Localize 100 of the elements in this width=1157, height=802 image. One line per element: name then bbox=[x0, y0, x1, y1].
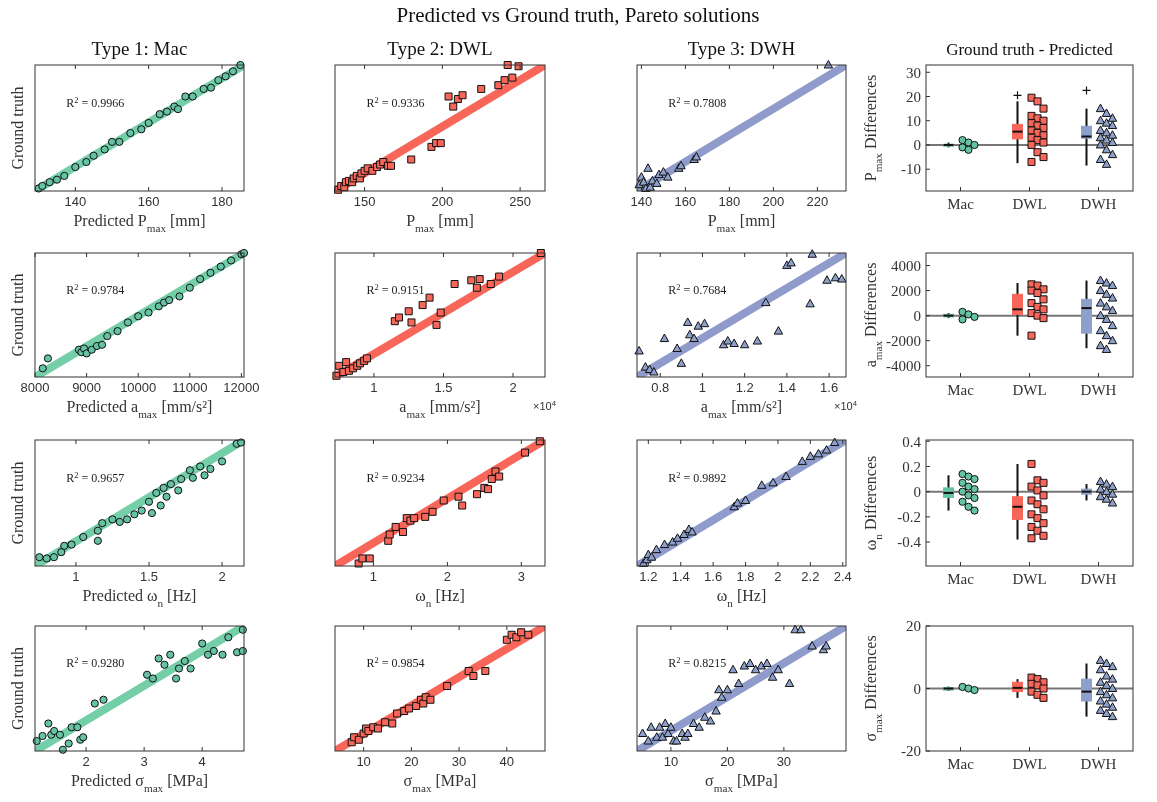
x-tick-label: 2 bbox=[82, 754, 90, 769]
chart-title: Type 1: Mac bbox=[91, 38, 188, 59]
y-tick-label: 2000 bbox=[891, 282, 921, 299]
x-tick-label: 2.4 bbox=[833, 569, 852, 584]
x-tick-label: 160 bbox=[674, 194, 697, 209]
x-tick-label: DWH bbox=[1080, 382, 1117, 398]
y-tick-label: 0.4 bbox=[902, 433, 922, 450]
x-tick-label: 200 bbox=[762, 194, 785, 209]
x-tick-label: 1.4 bbox=[777, 380, 796, 395]
x-tick-label: 1.6 bbox=[820, 380, 839, 395]
x-tick-label: 1 bbox=[72, 569, 80, 584]
x-tick-label: 2 bbox=[218, 569, 226, 584]
x-axis-title: ω$_{n}$ [Hz] bbox=[716, 587, 767, 609]
x-tick-label: DWH bbox=[1080, 756, 1117, 772]
x-tick-label: 250 bbox=[509, 194, 531, 209]
x-tick-label: 30 bbox=[776, 754, 792, 769]
x-tick-label: 2 bbox=[443, 569, 452, 584]
x-tick-label: 20 bbox=[404, 754, 419, 769]
x-tick-label: 3 bbox=[517, 569, 525, 584]
x-tick-label: 160 bbox=[137, 194, 160, 209]
text: Predicted vs Ground truth, Pareto solutions bbox=[396, 3, 760, 27]
x-tick-label: 2 bbox=[774, 569, 782, 584]
x-tick-label: 180 bbox=[718, 194, 741, 209]
y-tick-label: 4000 bbox=[891, 257, 921, 274]
y-tick-label: -20 bbox=[901, 743, 921, 760]
y-tick-label: -0.4 bbox=[897, 534, 922, 551]
x-tick-label: 1.8 bbox=[736, 569, 755, 584]
y-tick-label: 10 bbox=[906, 112, 921, 129]
y-tick-label: -2000 bbox=[886, 332, 921, 349]
y-tick-label: -0.2 bbox=[897, 509, 921, 526]
x-tick-label: 30 bbox=[451, 754, 467, 769]
x-tick-label: Mac bbox=[947, 756, 975, 772]
x-tick-label: 1.5 bbox=[434, 380, 453, 395]
x-tick-label: Mac bbox=[947, 196, 975, 212]
x-tick-label: DWH bbox=[1080, 196, 1117, 212]
y-axis-title: Ground truth bbox=[9, 646, 26, 731]
x-tick-label: 8000 bbox=[20, 380, 50, 395]
text: ×10$^{4}$ bbox=[533, 398, 557, 412]
y-axis-title: Ground truth bbox=[9, 461, 26, 545]
annotation: R$^{2}$ = 0.9234 bbox=[366, 470, 425, 485]
x-tick-label: 1 bbox=[369, 569, 378, 584]
chart-title: Ground truth - Predicted bbox=[946, 40, 1114, 59]
x-tick-label: 20 bbox=[720, 754, 735, 769]
x-tick-label: 40 bbox=[499, 754, 515, 769]
annotation: R$^{2}$ = 0.9784 bbox=[66, 282, 125, 297]
x-tick-label: 220 bbox=[806, 194, 829, 209]
x-axis-title: Predicted P$_{max}$ [mm] bbox=[73, 212, 206, 234]
x-tick-label: 1 bbox=[698, 380, 707, 395]
x-tick-label: 0.8 bbox=[651, 380, 670, 395]
x-axis-title: P$_{max}$ [mm] bbox=[406, 212, 474, 234]
y-tick-label: 0 bbox=[913, 137, 921, 154]
annotation: R$^{2}$ = 0.8215 bbox=[668, 655, 727, 671]
x-tick-label: 150 bbox=[353, 194, 376, 209]
x-tick-label: DWL bbox=[1012, 571, 1047, 587]
y-tick-label: 20 bbox=[906, 88, 921, 105]
x-axis-title: a$_{max}$ [mm/s²] bbox=[700, 398, 783, 420]
chart-title: Type 2: DWL bbox=[387, 38, 493, 59]
y-tick-label: 20 bbox=[906, 618, 921, 635]
x-tick-label: 12000 bbox=[223, 380, 260, 395]
x-tick-label: 3 bbox=[140, 754, 148, 769]
x-tick-label: 10000 bbox=[120, 380, 157, 395]
x-axis-title: σ$_{max}$ [MPa] bbox=[705, 772, 778, 794]
x-tick-label: DWH bbox=[1080, 571, 1117, 587]
y-axis-title: Ground truth bbox=[9, 273, 26, 357]
y-tick-label: -4000 bbox=[886, 357, 921, 374]
x-tick-label: 200 bbox=[431, 194, 454, 209]
x-tick-label: 10 bbox=[356, 754, 371, 769]
x-tick-label: 140 bbox=[64, 194, 87, 209]
x-tick-label: 2.2 bbox=[801, 569, 820, 584]
y-tick-label: 30 bbox=[906, 64, 921, 81]
x-tick-label: 1.2 bbox=[639, 569, 658, 584]
x-tick-label: 140 bbox=[630, 194, 653, 209]
x-tick-label: 180 bbox=[211, 194, 233, 209]
x-tick-label: 1 bbox=[370, 380, 378, 395]
x-tick-label: 4 bbox=[198, 754, 206, 769]
x-tick-label: DWL bbox=[1012, 196, 1047, 212]
annotation: R$^{2}$ = 0.7684 bbox=[668, 282, 727, 297]
x-tick-label: 2 bbox=[509, 380, 517, 395]
y-tick-label: 0.2 bbox=[902, 458, 921, 475]
x-axis-title: Predicted ω$_{n}$ [Hz] bbox=[82, 587, 197, 609]
y-tick-label: 0 bbox=[913, 483, 921, 500]
x-axis-title: Predicted σ$_{max}$ [MPa] bbox=[70, 772, 209, 794]
annotation: R$^{2}$ = 0.9892 bbox=[668, 470, 727, 485]
x-tick-label: 1.6 bbox=[704, 569, 723, 584]
annotation: R$^{2}$ = 0.7808 bbox=[668, 95, 727, 110]
x-tick-label: Mac bbox=[947, 382, 975, 398]
annotation: R$^{2}$ = 0.9657 bbox=[66, 470, 125, 485]
x-tick-label: 10 bbox=[663, 754, 679, 769]
x-tick-label: DWL bbox=[1012, 382, 1047, 398]
y-tick-label: 0 bbox=[913, 680, 921, 697]
x-axis-title: ω$_{n}$ [Hz] bbox=[415, 587, 465, 609]
x-tick-label: 1.2 bbox=[735, 380, 754, 395]
annotation: R$^{2}$ = 0.9336 bbox=[366, 95, 425, 110]
x-tick-label: DWL bbox=[1012, 756, 1047, 772]
text: ×10$^{4}$ bbox=[834, 398, 858, 412]
annotation: R$^{2}$ = 0.9966 bbox=[66, 95, 125, 110]
y-tick-label: -10 bbox=[901, 161, 921, 178]
x-tick-label: 1.4 bbox=[671, 569, 690, 584]
x-axis-title: Predicted a$_{max}$ [mm/s²] bbox=[66, 398, 213, 420]
x-tick-label: 1.5 bbox=[139, 569, 159, 584]
